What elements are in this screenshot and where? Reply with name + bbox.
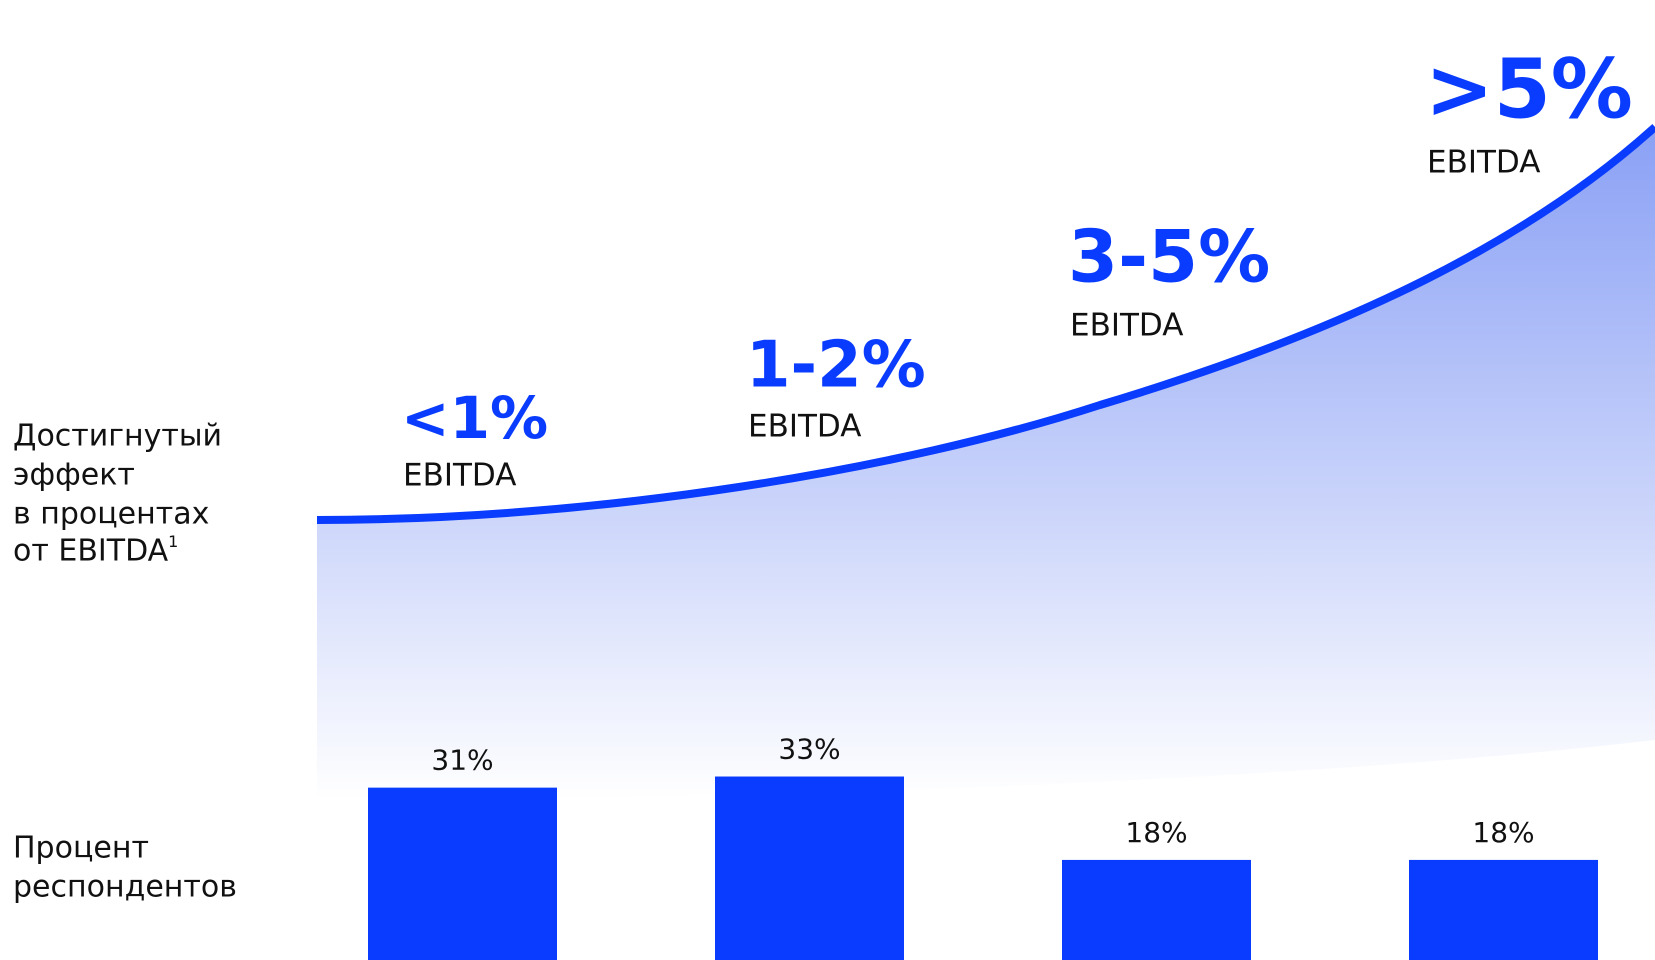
bar-label: Процент <box>13 831 149 866</box>
effect-label: Достигнутый <box>13 419 222 454</box>
curve <box>316 124 1655 524</box>
bar <box>1409 859 1598 960</box>
category-note: EBITDA <box>1427 145 1540 181</box>
category-label: >5% <box>1425 42 1633 137</box>
value-label: 18% <box>1472 816 1534 849</box>
effect-label: в процентах <box>13 497 209 532</box>
value-label: 31% <box>431 744 493 777</box>
category-note: EBITDA <box>1070 308 1183 344</box>
footnote-mark: 1 <box>168 532 178 551</box>
value-label: 18% <box>1125 816 1187 849</box>
bar <box>1062 859 1251 960</box>
effect-label: эффект <box>13 458 135 493</box>
value-label: 33% <box>778 733 840 766</box>
category-label: 1-2% <box>746 329 926 403</box>
bar-label: респондентов <box>13 870 237 905</box>
effect-label: от EBITDA1 <box>13 532 178 569</box>
category-label: 3-5% <box>1068 215 1270 299</box>
category-label: <1% <box>401 384 548 452</box>
bar <box>368 787 557 960</box>
category-note: EBITDA <box>403 458 516 494</box>
bar <box>715 776 904 960</box>
category-note: EBITDA <box>748 409 861 445</box>
curve-area <box>317 127 1655 800</box>
